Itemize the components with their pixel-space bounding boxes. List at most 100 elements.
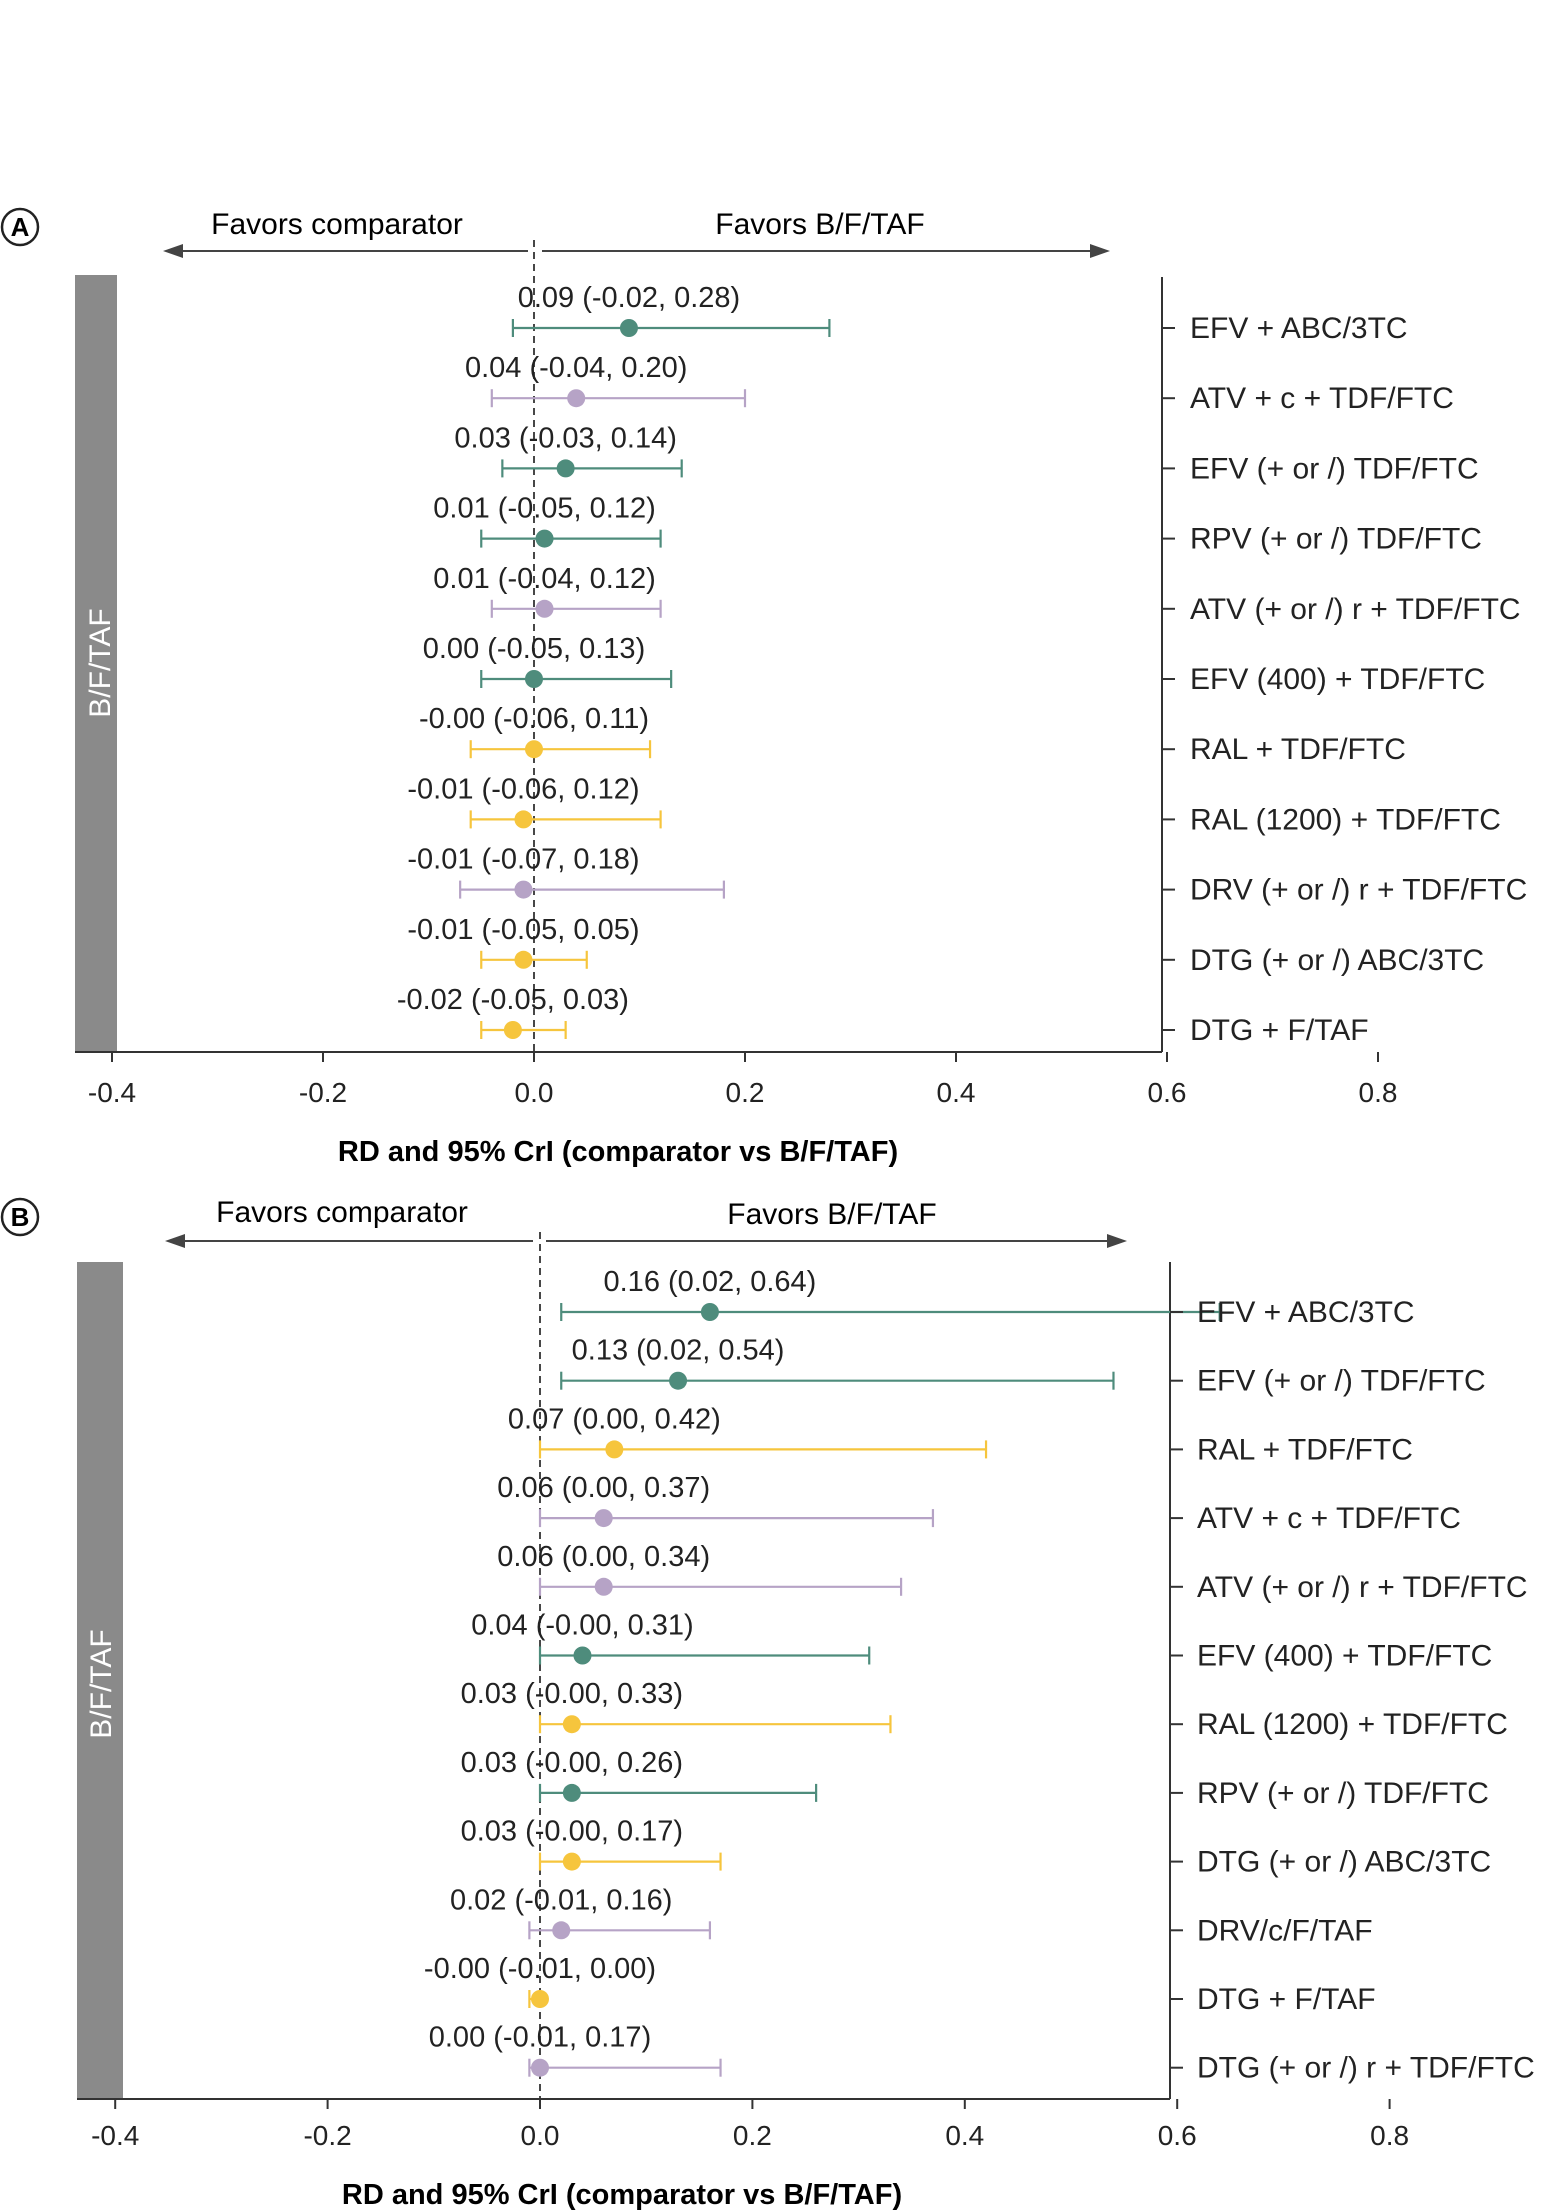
point-estimate <box>605 1440 624 1459</box>
treatment-label: DTG (+ or /) r + TDF/FTC <box>1197 2052 1535 2085</box>
estimate-label: 0.06 (0.00, 0.34) <box>497 1541 710 1573</box>
treatment-label: EFV + ABC/3TC <box>1190 312 1408 345</box>
panel-b-letter-circle <box>0 1197 40 1237</box>
treatment-label: RAL (1200) + TDF/FTC <box>1197 1708 1508 1741</box>
forest-row: -0.01 (-0.05, 0.05) DTG (+ or /) ABC/3TC <box>407 914 1484 977</box>
point-estimate <box>503 1021 522 1039</box>
treatment-label: RAL + TDF/FTC <box>1197 1433 1413 1466</box>
panel-a-x-tick-label: 0.8 <box>1359 1077 1398 1108</box>
panel-a-x-axis-title: RD and 95% CrI (comparator vs B/F/TAF) <box>338 1136 898 1168</box>
point-estimate <box>514 810 533 829</box>
treatment-label: EFV (400) + TDF/FTC <box>1190 663 1485 696</box>
treatment-label: EFV + ABC/3TC <box>1197 1296 1415 1329</box>
panel-b-x-axis-title: RD and 95% CrI (comparator vs B/F/TAF) <box>342 2179 902 2211</box>
panel-b-x-tick-label: 0.6 <box>1158 2120 1197 2151</box>
panel-a: A Favors comparator Favors B/F/TAF B/F/T… <box>0 207 1527 1168</box>
panel-a-letter-circle <box>0 207 40 247</box>
forest-row: -0.00 (-0.06, 0.11) RAL + TDF/FTC <box>419 703 1406 766</box>
panel-a-reference-bar <box>75 275 117 1052</box>
estimate-label: 0.16 (0.02, 0.64) <box>604 1266 817 1298</box>
forest-row: -0.02 (-0.05, 0.03) DTG + F/TAF <box>397 984 1369 1047</box>
panel-b-letter: B <box>11 1202 30 1232</box>
estimate-label: -0.00 (-0.01, 0.00) <box>424 1953 656 1985</box>
panel-b: B Favors comparator Favors B/F/TAF B/F/T… <box>0 1196 1535 2211</box>
panel-b-favors-comparator: Favors comparator <box>216 1196 468 1229</box>
treatment-label: DTG (+ or /) ABC/3TC <box>1190 944 1484 977</box>
panel-b-x-tick-label: 0.2 <box>733 2120 772 2151</box>
panel-a-ticks: -0.4 -0.2 0.0 0.2 0.4 0.6 0.8 <box>88 1052 1398 1108</box>
panel-a-x-tick-label: 0.2 <box>726 1077 765 1108</box>
estimate-label: -0.01 (-0.06, 0.12) <box>407 773 639 805</box>
panel-a-x-tick-label: 0.4 <box>937 1077 976 1108</box>
estimate-label: 0.03 (-0.00, 0.26) <box>461 1747 683 1779</box>
forest-row: 0.02 (-0.01, 0.16) DRV/c/F/TAF <box>450 1884 1373 1947</box>
forest-row: 0.06 (0.00, 0.34) ATV (+ or /) r + TDF/FT… <box>497 1541 1527 1604</box>
forest-row: 0.13 (0.02, 0.54) EFV (+ or /) TDF/FTC <box>560 1335 1486 1398</box>
treatment-label: EFV (400) + TDF/FTC <box>1197 1640 1492 1673</box>
point-estimate <box>573 1646 592 1665</box>
panel-b-x-tick-label: 0.8 <box>1370 2120 1409 2151</box>
panel-a-rows: 0.09 (-0.02, 0.28) EFV + ABC/3TC 0.04 (-0.… <box>397 282 1527 1047</box>
estimate-label: 0.07 (0.00, 0.42) <box>508 1403 721 1435</box>
point-estimate <box>535 599 554 618</box>
treatment-label: DTG + F/TAF <box>1190 1014 1369 1047</box>
panel-a-favors-bftaf: Favors B/F/TAF <box>715 208 924 241</box>
panel-b-reference-bar <box>77 1262 123 2099</box>
panel-a-favors-comparator: Favors comparator <box>211 208 463 241</box>
point-estimate <box>700 1303 719 1321</box>
estimate-label: 0.04 (-0.00, 0.31) <box>471 1610 693 1642</box>
treatment-label: RAL (1200) + TDF/FTC <box>1190 803 1501 836</box>
treatment-label: RAL + TDF/FTC <box>1190 733 1406 766</box>
treatment-label: EFV (+ or /) TDF/FTC <box>1197 1365 1486 1398</box>
estimate-label: -0.01 (-0.05, 0.05) <box>407 914 639 946</box>
estimate-label: 0.02 (-0.01, 0.16) <box>450 1884 672 1916</box>
panel-a-left-arrowhead <box>163 244 183 258</box>
forest-row: 0.00 (-0.05, 0.13) EFV (400) + TDF/FTC <box>423 633 1486 696</box>
panel-a-x-tick-label: 0.6 <box>1148 1077 1187 1108</box>
panel-a-x-tick-label: -0.4 <box>88 1077 136 1108</box>
treatment-label: RPV (+ or /) TDF/FTC <box>1197 1777 1489 1810</box>
panel-b-x-tick-label: -0.4 <box>91 2120 139 2151</box>
point-estimate <box>562 1783 581 1802</box>
panel-b-left-arrowhead <box>165 1234 185 1248</box>
forest-row: 0.09 (-0.02, 0.28) EFV + ABC/3TC <box>511 282 1408 345</box>
point-estimate <box>531 1990 549 2008</box>
point-estimate <box>594 1509 613 1528</box>
treatment-label: ATV (+ or /) r + TDF/FTC <box>1197 1571 1528 1604</box>
estimate-label: 0.01 (-0.04, 0.12) <box>433 563 655 595</box>
estimate-label: 0.09 (-0.02, 0.28) <box>518 282 740 314</box>
forest-row: 0.07 (0.00, 0.42) RAL + TDF/FTC <box>508 1403 1413 1466</box>
point-estimate <box>531 2058 549 2077</box>
treatment-label: ATV (+ or /) r + TDF/FTC <box>1190 593 1521 626</box>
estimate-label: 0.01 (-0.05, 0.12) <box>433 493 655 525</box>
forest-row: 0.01 (-0.04, 0.12) ATV (+ or /) r + TDF/F… <box>433 563 1520 626</box>
forest-row: 0.04 (-0.00, 0.31) EFV (400) + TDF/FTC <box>471 1610 1492 1673</box>
estimate-label: 0.03 (-0.00, 0.17) <box>461 1816 683 1848</box>
point-estimate <box>514 950 533 969</box>
panel-a-right-arrowhead <box>1090 244 1110 258</box>
estimate-label: 0.03 (-0.00, 0.33) <box>461 1678 683 1710</box>
panel-b-ticks: -0.4 -0.2 0.0 0.2 0.4 0.6 0.8 <box>91 2099 1409 2151</box>
point-estimate <box>562 1852 581 1871</box>
estimate-label: -0.01 (-0.07, 0.18) <box>407 844 639 876</box>
panel-a-x-tick-label: -0.2 <box>299 1077 347 1108</box>
estimate-label: 0.13 (0.02, 0.54) <box>572 1335 785 1367</box>
estimate-label: 0.04 (-0.04, 0.20) <box>465 352 687 384</box>
estimate-label: 0.00 (-0.05, 0.13) <box>423 633 645 665</box>
forest-row: 0.04 (-0.04, 0.20) ATV + c + TDF/FTC <box>465 352 1454 415</box>
forest-row: -0.01 (-0.06, 0.12) RAL (1200) + TDF/FTC <box>407 773 1501 836</box>
panel-b-reference-label: B/F/TAF <box>85 1629 118 1738</box>
forest-row: 0.03 (-0.00, 0.17) DTG (+ or /) ABC/3TC <box>461 1816 1492 1879</box>
point-estimate <box>552 1921 571 1940</box>
estimate-label: 0.06 (0.00, 0.37) <box>497 1472 710 1504</box>
treatment-label: DTG + F/TAF <box>1197 1983 1376 2016</box>
panel-b-favors-bftaf: Favors B/F/TAF <box>727 1198 936 1231</box>
estimate-label: -0.02 (-0.05, 0.03) <box>397 984 629 1016</box>
point-estimate <box>619 319 638 337</box>
panel-b-x-tick-label: 0.0 <box>521 2120 560 2151</box>
point-estimate <box>594 1577 613 1596</box>
point-estimate <box>562 1715 581 1734</box>
point-estimate <box>525 740 543 759</box>
point-estimate <box>556 459 575 478</box>
panel-a-x-tick-label: 0.0 <box>515 1077 554 1108</box>
